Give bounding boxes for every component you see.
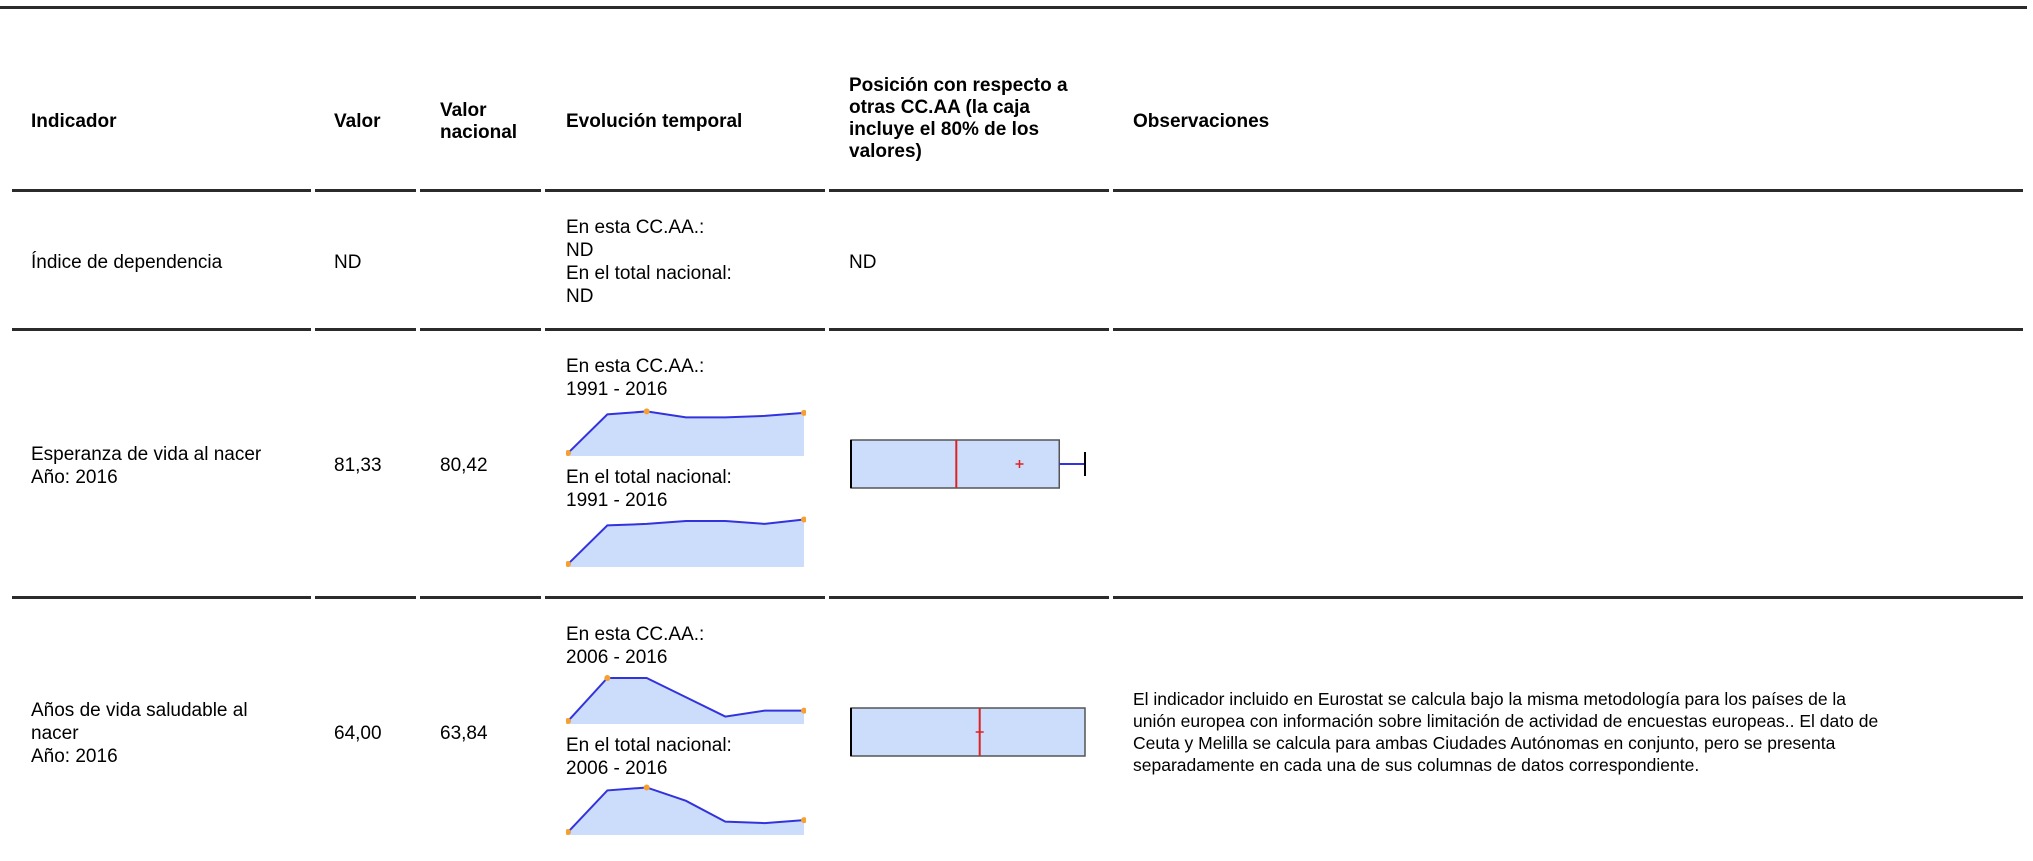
row3-national-label: En el total nacional: 2006 - 2016	[566, 734, 732, 780]
sparkline-point	[643, 784, 650, 791]
sparkline-area	[568, 677, 804, 724]
row-separator	[315, 328, 416, 331]
sparkline-line	[567, 410, 805, 454]
row-separator	[545, 328, 825, 331]
header-separator	[12, 189, 311, 192]
row1-evolution: En esta CC.AA.: ND En el total nacional:…	[566, 216, 732, 308]
row1-indicator: Índice de dependencia	[31, 252, 223, 273]
row-separator	[420, 328, 541, 331]
sparkline-point	[566, 829, 571, 836]
row3-national-label-text: En el total nacional:	[566, 735, 732, 756]
header-separator	[545, 189, 825, 192]
row3-region-label: En esta CC.AA.: 2006 - 2016	[566, 623, 704, 669]
row3-observations-line-1: El indicador incluido en Eurostat se cal…	[1133, 689, 1847, 709]
row2-indicator-line-1: Esperanza de vida al nacer	[31, 444, 262, 465]
row2-region-range: 1991 - 2016	[566, 379, 668, 400]
sparkline-point	[801, 707, 806, 714]
header-separator	[829, 189, 1109, 192]
row1-region-label: En esta CC.AA.:	[566, 217, 705, 238]
row2-national-sparkline	[566, 516, 806, 568]
row-separator	[315, 596, 416, 599]
row3-observations-line-3: Ceuta y Melilla se calcula para ambas Ci…	[1133, 733, 1836, 753]
sparkline-point	[566, 718, 571, 725]
header-separator	[315, 189, 416, 192]
row2-region-sparkline	[566, 408, 806, 457]
header-national: Valor nacional	[440, 100, 517, 144]
row2-region-label-text: En esta CC.AA.:	[566, 356, 705, 377]
sparkline-point	[643, 408, 650, 415]
top-rule	[0, 6, 2027, 9]
row2-region-label: En esta CC.AA.: 1991 - 2016	[566, 355, 704, 401]
row3-boxplot	[850, 707, 1086, 757]
sparkline-line	[567, 786, 805, 833]
sparkline-area	[568, 519, 804, 567]
header-separator	[420, 189, 541, 192]
header-position-line-1: Posición con respecto a	[849, 75, 1068, 96]
row3-region-range: 2006 - 2016	[566, 647, 668, 668]
row3-indicator: Años de vida saludable al nacer Año: 201…	[31, 699, 248, 768]
row1-region-range: ND	[566, 240, 594, 261]
row3-region-label-text: En esta CC.AA.:	[566, 624, 705, 645]
header-observations: Observaciones	[1133, 111, 1270, 132]
header-national-line-1: Valor	[440, 100, 487, 121]
row3-observations: El indicador incluido en Eurostat se cal…	[1133, 688, 1878, 776]
row3-value: 64,00	[334, 723, 382, 744]
row3-national-range: 2006 - 2016	[566, 758, 668, 779]
row3-national-sparkline	[566, 784, 806, 836]
header-evolution: Evolución temporal	[566, 111, 743, 132]
row-separator	[829, 328, 1109, 331]
row3-observations-line-4: separadamente en cada una de sus columna…	[1133, 755, 1700, 775]
header-position-line-2: otras CC.AA (la caja	[849, 97, 1030, 118]
row2-national-label: En el total nacional: 1991 - 2016	[566, 466, 732, 512]
boxplot-box	[850, 439, 1061, 489]
header-value: Valor	[334, 111, 381, 132]
row1-national-range: ND	[566, 286, 594, 307]
row2-boxplot	[850, 439, 1086, 489]
row3-observations-line-2: unión europea con información sobre limi…	[1133, 711, 1879, 731]
header-separator	[1113, 189, 2023, 192]
row-separator	[12, 596, 311, 599]
sparkline-point	[604, 674, 611, 681]
row-separator	[12, 328, 311, 331]
row-separator	[829, 596, 1109, 599]
header-indicator: Indicador	[31, 111, 117, 132]
row2-indicator-line-2: Año: 2016	[31, 467, 118, 488]
row-separator	[1113, 596, 2023, 599]
row1-value: ND	[334, 252, 362, 273]
header-position-line-4: valores)	[849, 141, 922, 162]
row3-indicator-line-2: nacer	[31, 723, 79, 744]
row3-region-sparkline	[566, 674, 806, 725]
row2-value: 81,33	[334, 455, 382, 476]
sparkline-point	[801, 409, 806, 416]
sparkline-line	[567, 518, 805, 565]
row1-position: ND	[849, 252, 877, 273]
row2-national-range: 1991 - 2016	[566, 490, 668, 511]
row3-indicator-line-3: Año: 2016	[31, 746, 118, 767]
row-separator	[545, 596, 825, 599]
row1-national-label: En el total nacional:	[566, 263, 732, 284]
sparkline-point	[566, 561, 571, 568]
row2-national: 80,42	[440, 455, 488, 476]
boxplot-box	[850, 707, 1086, 757]
sparkline-area	[568, 411, 804, 456]
sparkline-point	[801, 817, 806, 824]
sparkline-point	[801, 516, 806, 523]
sparkline-point	[566, 450, 571, 457]
row2-national-label-text: En el total nacional:	[566, 467, 732, 488]
header-position: Posición con respecto a otras CC.AA (la …	[849, 75, 1068, 163]
row3-indicator-line-1: Años de vida saludable al	[31, 700, 248, 721]
row3-national: 63,84	[440, 723, 488, 744]
header-position-line-3: incluye el 80% de los	[849, 119, 1040, 140]
row2-indicator: Esperanza de vida al nacer Año: 2016	[31, 443, 261, 489]
row-separator	[1113, 328, 2023, 331]
row-separator	[420, 596, 541, 599]
header-national-line-2: nacional	[440, 122, 518, 143]
